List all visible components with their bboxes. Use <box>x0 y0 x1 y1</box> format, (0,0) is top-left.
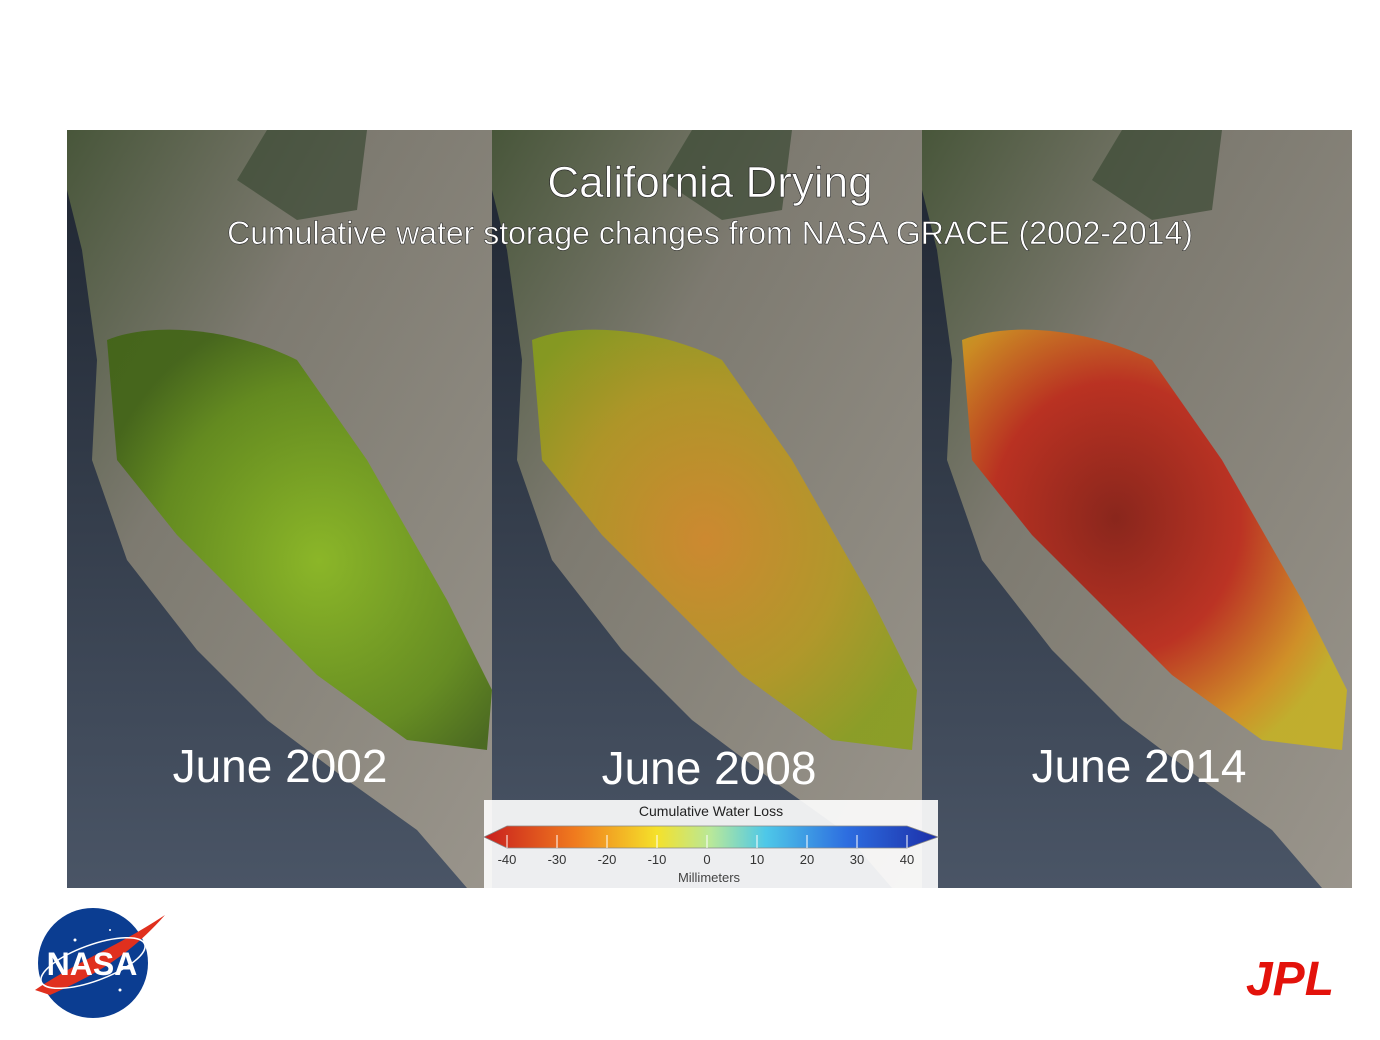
title: California Drying <box>547 158 872 207</box>
panel-label: June 2008 <box>602 742 817 794</box>
panel-label: June 2014 <box>1032 740 1247 792</box>
logo-text: JPL <box>1246 953 1334 1006</box>
colorbar-tick-label: 0 <box>703 852 710 867</box>
colorbar-tick-label: 40 <box>900 852 914 867</box>
colorbar-ramp <box>483 825 940 849</box>
colorbar-tick-label: 20 <box>800 852 814 867</box>
nasa-logo: NASA <box>35 908 165 1018</box>
panel-label: June 2002 <box>173 740 388 792</box>
colorbar-tick-label: 10 <box>750 852 764 867</box>
subtitle: Cumulative water storage changes from NA… <box>227 215 1193 251</box>
logo-text: NASA <box>47 946 138 982</box>
colorbar-tick-label: 30 <box>850 852 864 867</box>
colorbar-tick-label: -10 <box>648 852 667 867</box>
colorbar: Cumulative Water Loss Millimeters -40 -30… <box>483 800 940 888</box>
colorbar-title: Cumulative Water Loss <box>639 803 783 819</box>
colorbar-tick-label: -30 <box>548 852 567 867</box>
colorbar-tick-label: -20 <box>598 852 617 867</box>
colorbar-unit: Millimeters <box>678 870 741 885</box>
colorbar-tick-label: -40 <box>498 852 517 867</box>
